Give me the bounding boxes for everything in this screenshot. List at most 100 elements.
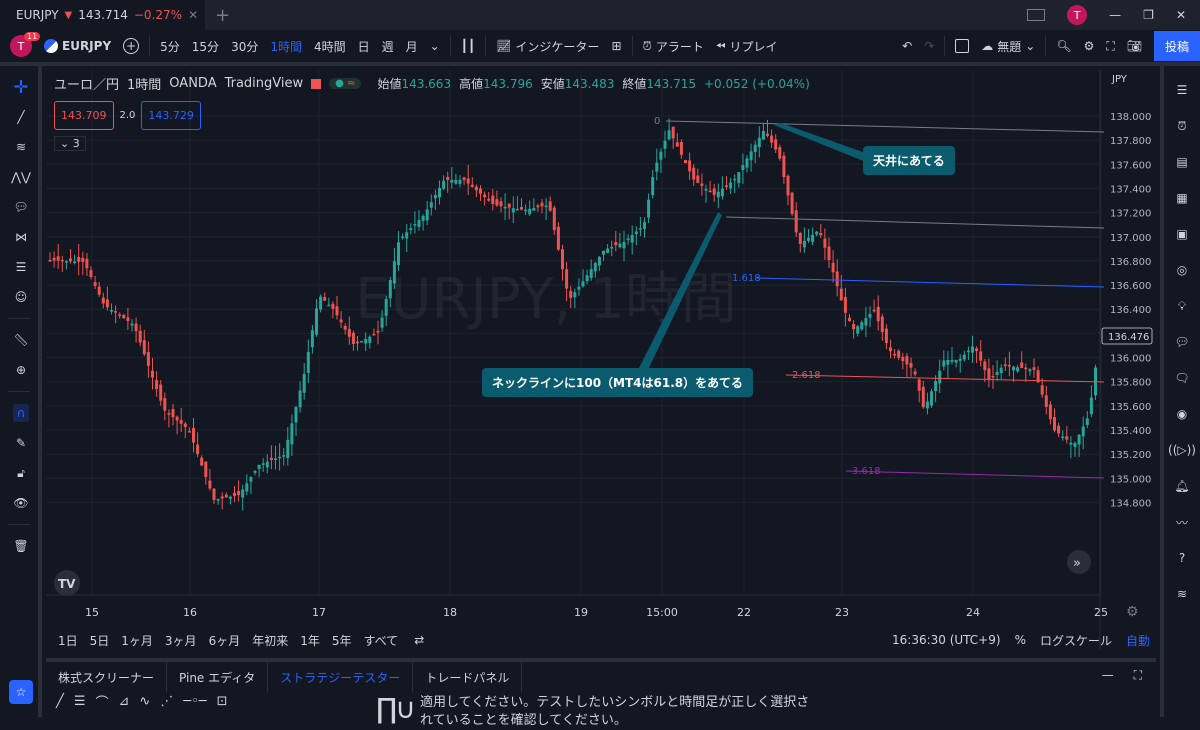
- panel-tab-3[interactable]: トレードパネル: [413, 662, 523, 692]
- fib-level-1618-line[interactable]: [755, 277, 1105, 288]
- ruler-tool[interactable]: 📏︎: [0, 325, 42, 355]
- percent-toggle[interactable]: %: [1014, 633, 1026, 647]
- new-tab-icon[interactable]: +: [215, 4, 231, 26]
- scroll-right-button[interactable]: »: [1067, 550, 1091, 574]
- help-button[interactable]: ?: [1164, 540, 1200, 576]
- sell-price-button[interactable]: 143.709: [54, 101, 114, 130]
- buy-price-button[interactable]: 143.729: [141, 101, 201, 130]
- maximize-panel-icon[interactable]: ⛶: [1133, 668, 1142, 682]
- currency-label[interactable]: JPY: [1111, 74, 1128, 85]
- data-window-button[interactable]: ▤: [1164, 144, 1200, 180]
- fib-tool[interactable]: ≋: [0, 132, 42, 162]
- news-button[interactable]: ▦: [1164, 180, 1200, 216]
- fib-level-1-line[interactable]: [725, 216, 1105, 229]
- interval-1[interactable]: 15分: [191, 39, 220, 54]
- price-axis[interactable]: 138.000 137.800 137.600 137.400 137.200 137.0…: [1110, 112, 1151, 509]
- layers-button[interactable]: ≋: [1164, 576, 1200, 612]
- watchlist-button[interactable]: ☰: [1164, 72, 1200, 108]
- auto-scale-toggle[interactable]: 自動: [1125, 633, 1150, 648]
- range-4[interactable]: 6ヶ月: [208, 633, 241, 648]
- minimize-panel-icon[interactable]: —: [1101, 668, 1114, 682]
- lock-tool[interactable]: 🔓︎: [0, 458, 42, 488]
- magnet-tool[interactable]: ∩: [0, 398, 42, 428]
- replay-button[interactable]: ⏪︎ リプレイ: [710, 32, 784, 60]
- clock-label[interactable]: 16:36:30 (UTC+9): [892, 633, 1001, 647]
- symbol-title[interactable]: ユーロ／円: [54, 78, 120, 93]
- segments-tool-icon[interactable]: ⋰: [160, 694, 174, 709]
- post-button[interactable]: 投稿: [1154, 31, 1200, 61]
- range-5[interactable]: 年初来: [252, 633, 289, 648]
- goto-date-icon[interactable]: ⇄: [414, 633, 425, 647]
- log-scale-toggle[interactable]: ログスケール: [1039, 633, 1112, 648]
- interval-6[interactable]: 週: [381, 39, 394, 54]
- measure-tool[interactable]: ☰: [0, 252, 42, 282]
- restore-icon[interactable]: ❐: [1143, 8, 1154, 22]
- undo-button[interactable]: ↶: [896, 32, 918, 60]
- screen-icon[interactable]: [1027, 9, 1046, 21]
- line-tool-icon[interactable]: ╱: [56, 694, 64, 709]
- notifications-button[interactable]: 🔔︎: [1164, 468, 1200, 504]
- interval-2[interactable]: 30分: [231, 39, 259, 54]
- range-3[interactable]: 3ヶ月: [164, 633, 197, 648]
- range-8[interactable]: すべて: [363, 633, 399, 648]
- interval-4[interactable]: 4時間: [313, 39, 346, 54]
- streams-button[interactable]: 🗨︎: [1164, 360, 1200, 396]
- minimize-icon[interactable]: —: [1109, 8, 1122, 22]
- calendar-button[interactable]: ▣: [1164, 216, 1200, 252]
- snapshot-button[interactable]: 📷︎: [1121, 32, 1148, 60]
- collapse-indicators-button[interactable]: ⌄ 3: [54, 136, 86, 151]
- curve-tool-icon[interactable]: ⌒: [95, 696, 109, 711]
- compare-add-button[interactable]: +: [117, 32, 145, 60]
- range-1[interactable]: 5日: [89, 633, 110, 648]
- panel-tab-1[interactable]: Pine エディタ: [167, 662, 269, 692]
- candle-type-button[interactable]: ┃┃: [455, 32, 481, 60]
- text-tool[interactable]: 💬︎: [0, 192, 42, 222]
- frame-tool-icon[interactable]: ⊡: [216, 694, 228, 709]
- alerts-panel-button[interactable]: ⏰︎: [1164, 108, 1200, 144]
- node-tool[interactable]: ⋈: [0, 222, 42, 252]
- profile-avatar[interactable]: T: [1067, 5, 1088, 25]
- hlines-tool-icon[interactable]: ☰: [73, 694, 86, 709]
- fib-level-3618-line[interactable]: [845, 470, 1105, 479]
- user-menu[interactable]: T 11: [0, 32, 41, 60]
- delete-tool[interactable]: 🗑︎: [0, 531, 42, 561]
- select-layout-button[interactable]: [949, 32, 975, 60]
- fan-tool-icon[interactable]: ⊿: [118, 694, 130, 709]
- price-chart[interactable]: EURJPY, 1時間 0 1.618 2.618 3.618 138.0001…: [46, 70, 1156, 650]
- symbol-search[interactable]: EURJPY: [38, 32, 117, 60]
- fib-level-0-line[interactable]: [665, 120, 1105, 133]
- interval-3[interactable]: 1時間: [270, 39, 302, 54]
- crosshair-tool[interactable]: ✛: [0, 72, 42, 102]
- fib-level-2618-line[interactable]: [785, 374, 1105, 383]
- path-tool-icon[interactable]: ∿: [139, 694, 151, 709]
- range-0[interactable]: 1日: [58, 633, 78, 648]
- range-2[interactable]: 1ヶ月: [121, 633, 153, 648]
- feed-button[interactable]: ◉: [1164, 396, 1200, 432]
- panel-tab-0[interactable]: 株式スクリーナー: [46, 662, 168, 692]
- alert-button[interactable]: ⏰︎ アラート: [637, 32, 710, 60]
- zoom-tool[interactable]: ⊕: [0, 355, 42, 385]
- pattern-tool[interactable]: ⋀⋁: [0, 162, 42, 192]
- interval-dropdown-icon[interactable]: ⌄: [429, 39, 440, 53]
- range-7[interactable]: 5年: [331, 633, 352, 648]
- broadcast-button[interactable]: ((▷)): [1164, 432, 1200, 468]
- layout-name-button[interactable]: ☁︎ 無題 ⌄: [975, 32, 1041, 60]
- interval-5[interactable]: 日: [357, 39, 370, 54]
- close-window-icon[interactable]: ✕: [1175, 8, 1186, 22]
- favorites-button[interactable]: ☆: [0, 677, 42, 707]
- browser-tab[interactable]: EURJPY ▼ 143.714 −0.27% ✕: [0, 0, 205, 30]
- emoji-tool[interactable]: ☺: [0, 282, 42, 312]
- settings-button[interactable]: ⚙︎: [1078, 32, 1101, 60]
- hotlist-button[interactable]: ◎: [1164, 252, 1200, 288]
- templates-button[interactable]: ⊞: [605, 32, 627, 60]
- axis-settings-icon[interactable]: ⚙: [1126, 604, 1139, 620]
- annotation-neckline[interactable]: ネックラインに100（MT4は61.8）をあてる: [482, 368, 753, 397]
- fullscreen-button[interactable]: ⛶: [1100, 32, 1120, 60]
- hline-tool-icon[interactable]: ─◦─: [183, 694, 207, 709]
- interval-0[interactable]: 5分: [160, 39, 180, 54]
- ideas-button[interactable]: 💡︎: [1164, 288, 1200, 324]
- lock-drawing-tool[interactable]: ✎: [0, 428, 42, 458]
- indicators-button[interactable]: 📈︎ インジケーター: [490, 32, 605, 60]
- chat-button[interactable]: 💬︎: [1164, 324, 1200, 360]
- interval-7[interactable]: 月: [405, 39, 418, 54]
